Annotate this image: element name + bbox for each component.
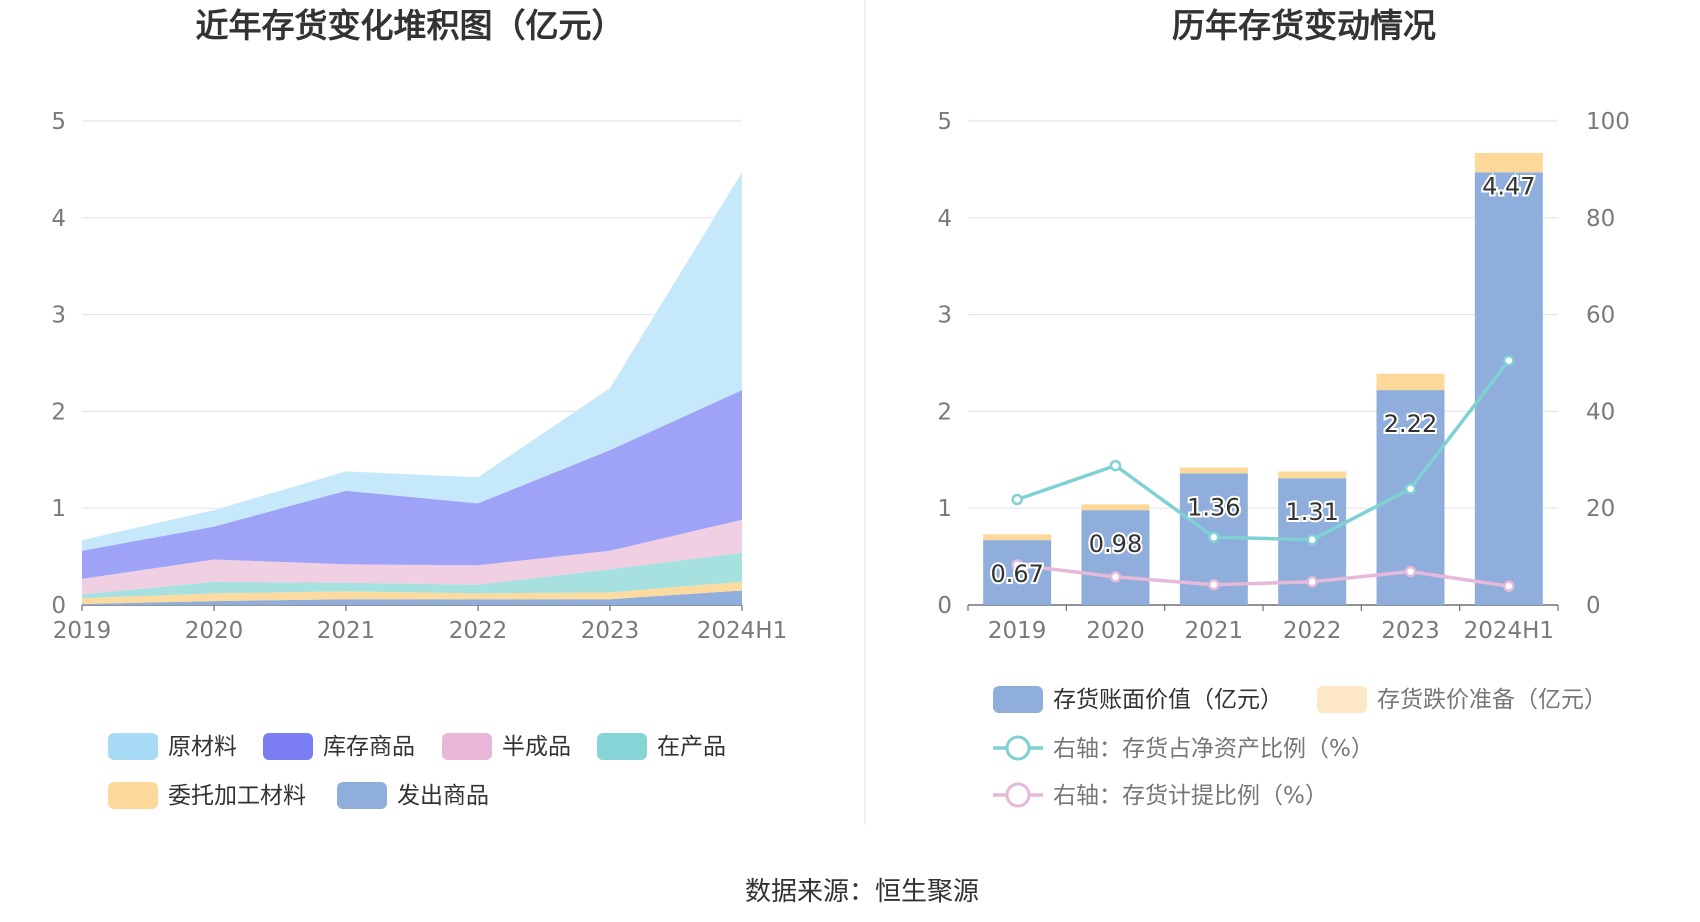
right-y-tick-label: 2 — [937, 399, 952, 425]
right-chart-title: 历年存货变动情况 — [1172, 6, 1436, 45]
legend-label: 半成品 — [502, 734, 571, 760]
legend-label: 在产品 — [657, 734, 726, 760]
right-x-tick-label: 2024H1 — [1464, 618, 1554, 644]
legend-swatch — [597, 733, 647, 760]
legend-label: 原材料 — [168, 734, 237, 760]
legend-label: 存货跌价准备（亿元） — [1377, 687, 1607, 713]
legend-label: 右轴：存货占净资产比例（%） — [1053, 736, 1374, 762]
line-provision-ratio — [1016, 563, 1510, 588]
right-x-tick-label: 2023 — [1381, 618, 1440, 644]
bar-book-value — [1474, 172, 1543, 605]
right-y2-tick-label: 60 — [1586, 303, 1615, 329]
left-x-tick-label: 2022 — [449, 618, 508, 644]
left-chart-title: 近年存货变化堆积图（亿元） — [196, 6, 625, 45]
right-y-tick-label: 0 — [937, 593, 952, 619]
point-provision-ratio — [1306, 576, 1318, 588]
legend-marker — [1005, 782, 1031, 808]
legend-swatch — [337, 782, 387, 809]
bar-impairment-reserve — [1474, 152, 1543, 173]
point-net-asset-ratio — [1208, 531, 1220, 543]
right-y2-tick-label: 40 — [1586, 399, 1615, 425]
left-y-tick-label: 5 — [51, 109, 66, 135]
legend-swatch — [263, 733, 313, 760]
legend-marker — [1005, 735, 1031, 761]
legend-label: 发出商品 — [397, 783, 489, 809]
legend-swatch — [108, 733, 158, 760]
point-net-asset-ratio — [1306, 533, 1318, 546]
right-y-tick-label: 3 — [937, 303, 952, 329]
bar-impairment-reserve — [1278, 471, 1347, 479]
point-net-asset-ratio — [1503, 354, 1515, 367]
bar-data-label: 2.22 — [1384, 410, 1437, 438]
left-x-tick-label: 2024H1 — [697, 618, 787, 644]
left-y-tick-label: 2 — [51, 399, 66, 425]
bar-data-label: 0.67 — [990, 560, 1043, 588]
right-y2-tick-label: 0 — [1586, 593, 1601, 619]
bar-data-label: 1.31 — [1285, 498, 1338, 526]
stacked-area-chart: 0 1 2 3 4 5 2019 2020 2021 2022 2023 2024H1 原材料 库存商品 半… — [51, 109, 787, 809]
left-y-tick-label: 4 — [51, 206, 66, 232]
right-y-tick-label: 4 — [937, 206, 952, 232]
left-x-tick-label: 2023 — [581, 618, 640, 644]
line-net-asset-ratio — [1016, 359, 1511, 542]
point-provision-ratio — [1011, 559, 1023, 571]
area---series — [82, 390, 742, 579]
data-source: 数据来源：恒生聚源 — [745, 877, 979, 907]
right-y2-tick-label: 100 — [1586, 109, 1630, 135]
bar-impairment-reserve — [1081, 504, 1150, 511]
right-x-tick-label: 2020 — [1086, 618, 1145, 644]
area---series — [82, 552, 742, 599]
bar-data-label: 1.36 — [1187, 493, 1240, 521]
area---series — [82, 172, 742, 551]
right-y-tick-label: 1 — [937, 496, 952, 522]
right-x-tick-label: 2021 — [1185, 618, 1244, 644]
bar-impairment-reserve — [983, 534, 1052, 541]
legend-label: 库存商品 — [323, 734, 415, 760]
bar-book-value — [1081, 510, 1150, 605]
legend-swatch — [442, 733, 492, 760]
bar-line-chart: 0 1 2 3 4 5 0 20 40 60 80 100 2019 2020 2021 2022 2023 20… — [937, 109, 1630, 809]
left-y-tick-label: 3 — [51, 303, 66, 329]
point-net-asset-ratio — [1011, 493, 1023, 506]
legend-swatch — [108, 782, 158, 809]
legend-label: 委托加工材料 — [168, 783, 306, 809]
right-x-tick-label: 2022 — [1283, 618, 1342, 644]
area---series — [82, 581, 742, 604]
point-provision-ratio — [1404, 565, 1417, 578]
left-x-tick-label: 2021 — [317, 618, 376, 644]
bar-data-label: 4.47 — [1482, 172, 1535, 200]
bar-book-value — [983, 540, 1052, 605]
legend-label: 存货账面价值（亿元） — [1053, 687, 1283, 713]
point-provision-ratio — [1208, 578, 1220, 591]
right-x-tick-label: 2019 — [988, 618, 1047, 644]
left-x-tick-label: 2020 — [185, 618, 244, 644]
area---series — [82, 590, 742, 605]
point-provision-ratio — [1503, 580, 1515, 592]
legend-label: 右轴：存货计提比例（%） — [1053, 783, 1328, 809]
area---series — [82, 519, 742, 595]
point-provision-ratio — [1109, 571, 1122, 583]
bar-data-label: 0.98 — [1089, 530, 1142, 558]
point-net-asset-ratio — [1404, 483, 1417, 495]
bar-impairment-reserve — [1179, 467, 1248, 474]
bar-impairment-reserve — [1376, 373, 1445, 391]
right-y2-tick-label: 80 — [1586, 206, 1615, 232]
left-y-tick-label: 1 — [51, 496, 66, 522]
right-y2-tick-label: 20 — [1586, 496, 1615, 522]
legend-swatch — [1317, 686, 1367, 713]
right-y-tick-label: 5 — [937, 109, 952, 135]
left-y-tick-label: 0 — [51, 593, 66, 619]
left-x-tick-label: 2019 — [53, 618, 112, 644]
legend-swatch — [993, 686, 1043, 713]
point-net-asset-ratio — [1109, 459, 1122, 472]
